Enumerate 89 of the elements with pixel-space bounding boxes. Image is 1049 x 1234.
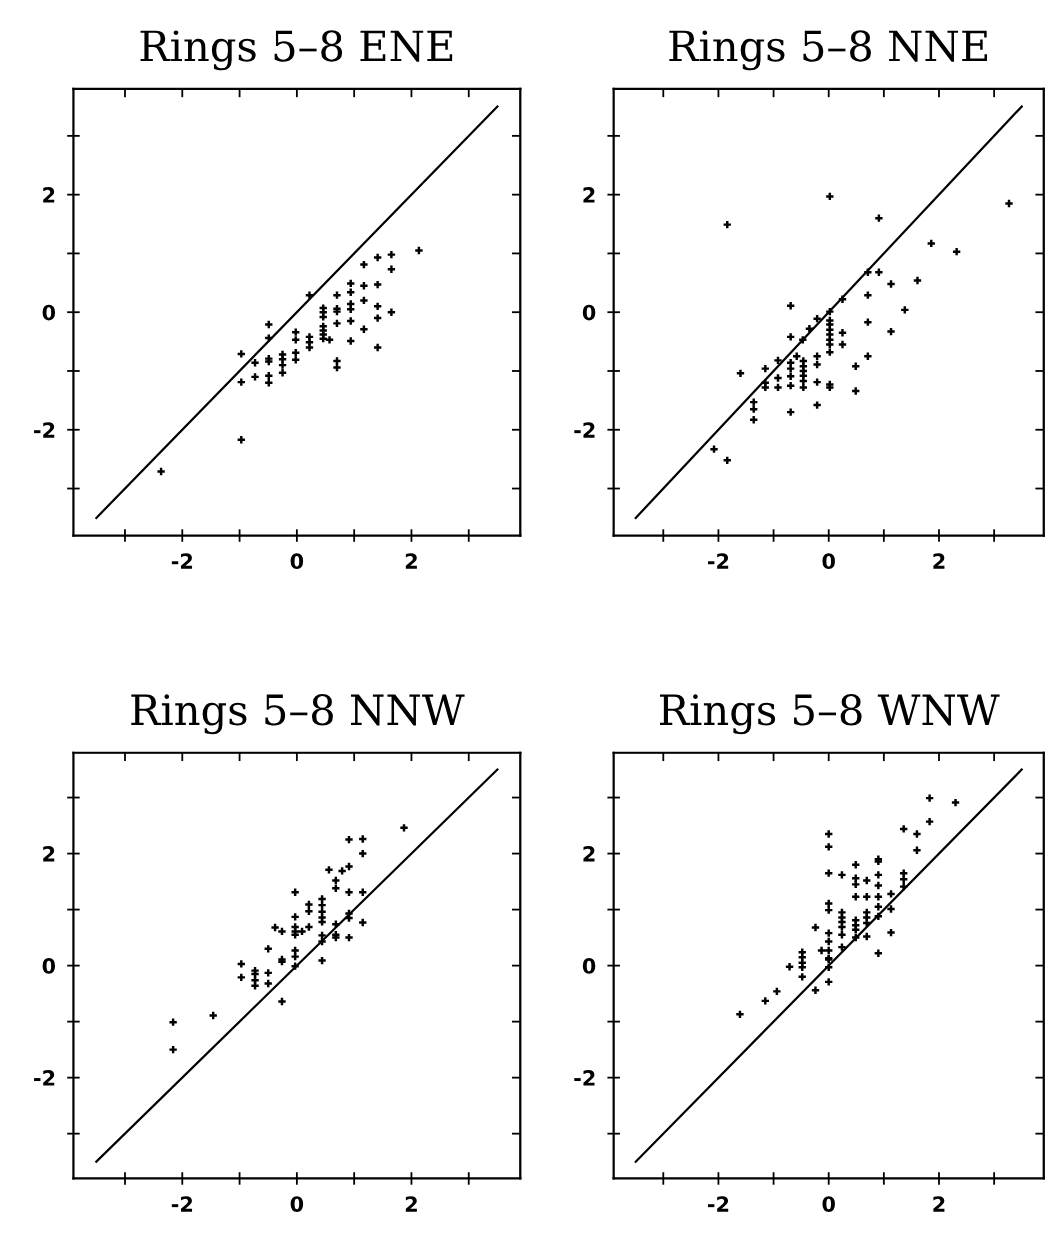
point (387, 308, 396, 316)
y-tick-label: 0 (582, 958, 596, 974)
point (347, 279, 355, 288)
point (291, 913, 299, 921)
point (325, 336, 334, 344)
x-tick-label: -2 (707, 553, 729, 569)
point (360, 260, 368, 269)
point (373, 343, 382, 352)
point (347, 288, 355, 296)
point (251, 373, 259, 381)
point (347, 305, 355, 313)
point (305, 291, 314, 299)
x-tick-label: 0 (290, 1196, 304, 1212)
point (373, 314, 382, 322)
y-tick-label: -2 (34, 422, 55, 438)
point (332, 884, 340, 892)
y-tick-label: 2 (583, 846, 595, 862)
point (278, 369, 287, 377)
point (319, 334, 327, 343)
point (345, 835, 353, 844)
point (292, 336, 300, 344)
x-tick-label: 2 (405, 553, 417, 569)
x-tick-label: -2 (171, 1196, 193, 1212)
x-tick-label: 2 (933, 1196, 945, 1212)
point (292, 328, 300, 336)
chart-title: Rings 5–8 WNW (659, 694, 1000, 735)
point (169, 1045, 177, 1054)
point (318, 931, 326, 940)
point (318, 918, 326, 926)
point (373, 253, 382, 262)
point (332, 876, 340, 885)
point (265, 320, 273, 329)
point (278, 997, 286, 1006)
point (359, 849, 367, 858)
point (278, 361, 287, 369)
x-tick-label: 2 (405, 1196, 417, 1212)
x-tick-label: 0 (290, 553, 304, 570)
point (271, 923, 279, 932)
point (298, 927, 306, 936)
point (237, 960, 245, 968)
point (292, 356, 300, 364)
point (387, 265, 396, 273)
point (333, 319, 341, 328)
point (333, 363, 341, 372)
point (237, 436, 245, 444)
x-tick-label: 0 (822, 553, 835, 570)
point (291, 946, 299, 955)
y-tick-label: 2 (43, 187, 55, 203)
point (278, 927, 286, 936)
point (305, 900, 313, 909)
point (347, 337, 355, 345)
y-tick-label: 2 (583, 187, 595, 203)
y-tick-label: 0 (42, 304, 56, 321)
chart-title: Rings 5–8 NNW (131, 694, 465, 735)
y-tick-label: -2 (574, 422, 595, 438)
point (209, 1011, 217, 1020)
point (347, 317, 355, 325)
y-tick-label: 0 (42, 958, 56, 974)
chart-title: Rings 5–8 ENE (140, 30, 453, 71)
x-tick-label: 2 (933, 553, 945, 569)
y-tick-label: -2 (34, 1070, 55, 1086)
point (157, 467, 165, 476)
point (359, 918, 367, 927)
point (305, 343, 314, 352)
x-tick-label: -2 (707, 1196, 729, 1212)
y-tick-label: 0 (582, 304, 596, 321)
point (345, 862, 353, 871)
point (237, 973, 245, 982)
point (237, 378, 245, 386)
point (360, 296, 368, 305)
y-tick-label: -2 (574, 1070, 595, 1086)
point (387, 250, 396, 259)
x-tick-label: -2 (171, 553, 193, 569)
point (373, 280, 382, 289)
point (338, 867, 346, 875)
point (292, 349, 300, 357)
point (318, 956, 326, 965)
point (265, 372, 273, 380)
point (305, 923, 313, 931)
point (373, 302, 382, 310)
chart-title: Rings 5–8 NNE (669, 30, 987, 71)
point (415, 246, 423, 255)
point (264, 979, 272, 988)
point (345, 933, 353, 942)
x-tick-label: 0 (822, 1196, 835, 1212)
point (333, 291, 341, 299)
y-tick-label: 2 (43, 846, 55, 862)
point (237, 350, 245, 358)
point (291, 952, 299, 961)
